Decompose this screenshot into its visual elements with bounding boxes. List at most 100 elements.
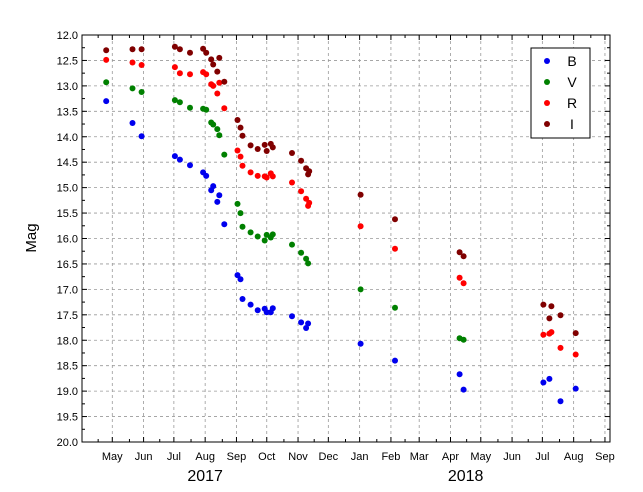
data-point-b — [203, 172, 210, 179]
data-point-b — [303, 325, 310, 331]
data-point-r — [392, 245, 398, 252]
data-point-b — [456, 371, 463, 378]
data-point-r — [187, 71, 193, 78]
x-tick-label: Aug — [195, 451, 215, 463]
data-point-v — [237, 210, 244, 217]
data-point-b — [540, 379, 547, 386]
x-year-label: 2017 — [187, 468, 223, 485]
data-point-v — [269, 231, 276, 238]
data-point-v — [303, 255, 310, 262]
data-point-b — [239, 296, 246, 302]
data-point-b — [216, 192, 223, 199]
data-point-i — [460, 253, 467, 260]
data-point-b — [572, 385, 579, 392]
x-tick-label: Nov — [288, 451, 308, 463]
data-point-b — [357, 340, 364, 347]
data-point-r — [289, 179, 295, 186]
data-point-r — [210, 82, 217, 89]
data-point-i — [548, 303, 555, 310]
data-point-r — [456, 274, 463, 281]
legend-label-r: R — [567, 95, 577, 111]
y-tick-label: 13.0 — [57, 81, 78, 93]
data-point-b — [187, 162, 193, 169]
x-tick-label: Sep — [595, 451, 615, 463]
x-tick-label: Jan — [351, 451, 369, 463]
y-tick-label: 19.5 — [57, 412, 78, 424]
data-point-b — [298, 319, 305, 326]
y-tick-label: 18.0 — [57, 335, 78, 347]
data-point-r — [203, 71, 210, 78]
legend-label-v: V — [567, 74, 577, 90]
x-tick-label: Sep — [227, 451, 247, 463]
data-point-i — [216, 54, 223, 61]
data-point-v — [203, 106, 210, 113]
x-tick-label: Jun — [503, 451, 521, 463]
data-point-r — [557, 344, 564, 351]
data-point-i — [269, 144, 276, 151]
data-point-i — [200, 45, 207, 52]
y-tick-label: 14.5 — [57, 157, 78, 169]
data-point-i — [456, 249, 463, 256]
data-point-i — [210, 61, 217, 68]
data-point-r — [306, 199, 313, 206]
y-tick-label: 17.5 — [57, 310, 78, 322]
data-point-r — [171, 64, 178, 71]
data-point-b — [254, 307, 261, 314]
data-point-i — [298, 157, 305, 164]
y-axis: 12.0 12.5 13.0 13.5 14.0 14.5 15.0 15.5 16.0 16.5… — [57, 30, 610, 449]
legend-box — [530, 47, 591, 139]
data-point-r — [548, 329, 555, 336]
x-tick-label: Oct — [258, 451, 275, 463]
data-point-i — [357, 191, 364, 198]
data-point-b — [546, 375, 553, 382]
data-point-v — [234, 200, 241, 207]
data-point-i — [103, 47, 110, 54]
x-tick-label: Jul — [167, 451, 181, 463]
data-point-v — [357, 286, 364, 293]
y-tick-label: 20.0 — [57, 437, 78, 449]
data-point-i — [239, 132, 246, 139]
data-point-r — [540, 331, 547, 338]
data-point-b — [237, 276, 244, 283]
data-point-v — [221, 151, 228, 158]
data-point-v — [214, 126, 221, 133]
data-point-v — [239, 223, 246, 230]
data-point-i — [289, 150, 295, 156]
y-tick-label: 18.5 — [57, 361, 78, 373]
data-point-b — [171, 153, 178, 160]
x-tick-label: Dec — [319, 451, 339, 463]
data-point-r — [234, 147, 241, 154]
y-axis-title: Mag — [23, 223, 40, 252]
data-point-v — [298, 249, 305, 256]
data-point-v — [460, 336, 467, 343]
data-point-r — [129, 59, 136, 66]
data-point-i — [254, 146, 261, 152]
data-point-r — [263, 174, 270, 181]
data-point-b — [221, 221, 228, 228]
legend-label-b: B — [567, 53, 576, 69]
data-point-v — [254, 233, 261, 240]
data-point-i — [203, 49, 210, 56]
data-point-b — [557, 398, 564, 405]
data-point-i — [176, 46, 183, 53]
data-point-r — [247, 169, 254, 176]
data-point-r — [216, 79, 223, 86]
data-point-b — [214, 198, 221, 205]
data-point-r — [460, 280, 467, 287]
data-point-r — [214, 90, 221, 97]
data-point-i — [546, 315, 553, 322]
data-point-v — [138, 89, 145, 95]
data-point-i — [214, 68, 221, 75]
y-tick-label: 16.0 — [57, 234, 78, 246]
data-point-b — [176, 156, 183, 163]
x-tick-label: Jun — [135, 451, 153, 463]
data-point-v — [187, 104, 193, 111]
data-point-i — [234, 117, 241, 123]
data-point-r — [254, 172, 261, 179]
data-point-v — [103, 79, 110, 86]
x-tick-label: Aug — [564, 451, 584, 463]
legend-marker-i — [544, 121, 550, 127]
data-point-v — [247, 229, 254, 236]
x-year-label: 2018 — [448, 468, 484, 485]
data-point-r — [221, 105, 228, 112]
